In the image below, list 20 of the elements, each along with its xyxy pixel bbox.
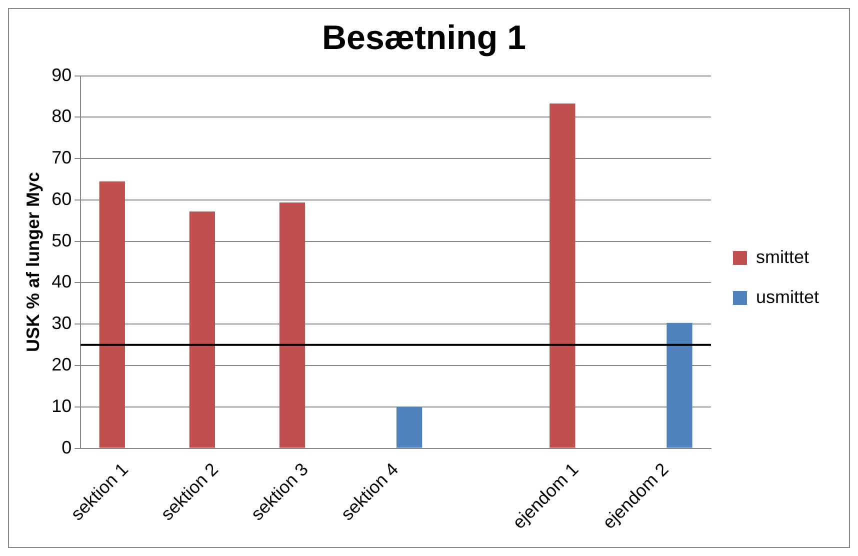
y-tick-label: 20	[52, 354, 72, 374]
bar	[189, 212, 216, 448]
chart-title: Besætning 1	[322, 18, 526, 57]
bar	[550, 104, 576, 448]
y-tick-label: 40	[52, 272, 72, 292]
legend-label: smittet	[756, 246, 809, 267]
bar	[279, 202, 306, 448]
bar	[666, 322, 692, 448]
y-tick-label: 10	[52, 396, 72, 416]
y-tick-label: 30	[52, 313, 72, 334]
y-axis-title: USK % af lunger Myc	[22, 172, 43, 352]
bar	[396, 406, 422, 448]
bar	[99, 181, 125, 448]
y-tick-label: 60	[52, 188, 72, 209]
y-tick-label: 70	[52, 148, 72, 168]
legend-label: usmittet	[756, 286, 820, 307]
y-tick-label: 0	[62, 437, 72, 458]
y-tick-label: 80	[52, 106, 72, 126]
y-tick-label: 90	[52, 64, 72, 85]
y-tick-label: 50	[52, 230, 72, 250]
